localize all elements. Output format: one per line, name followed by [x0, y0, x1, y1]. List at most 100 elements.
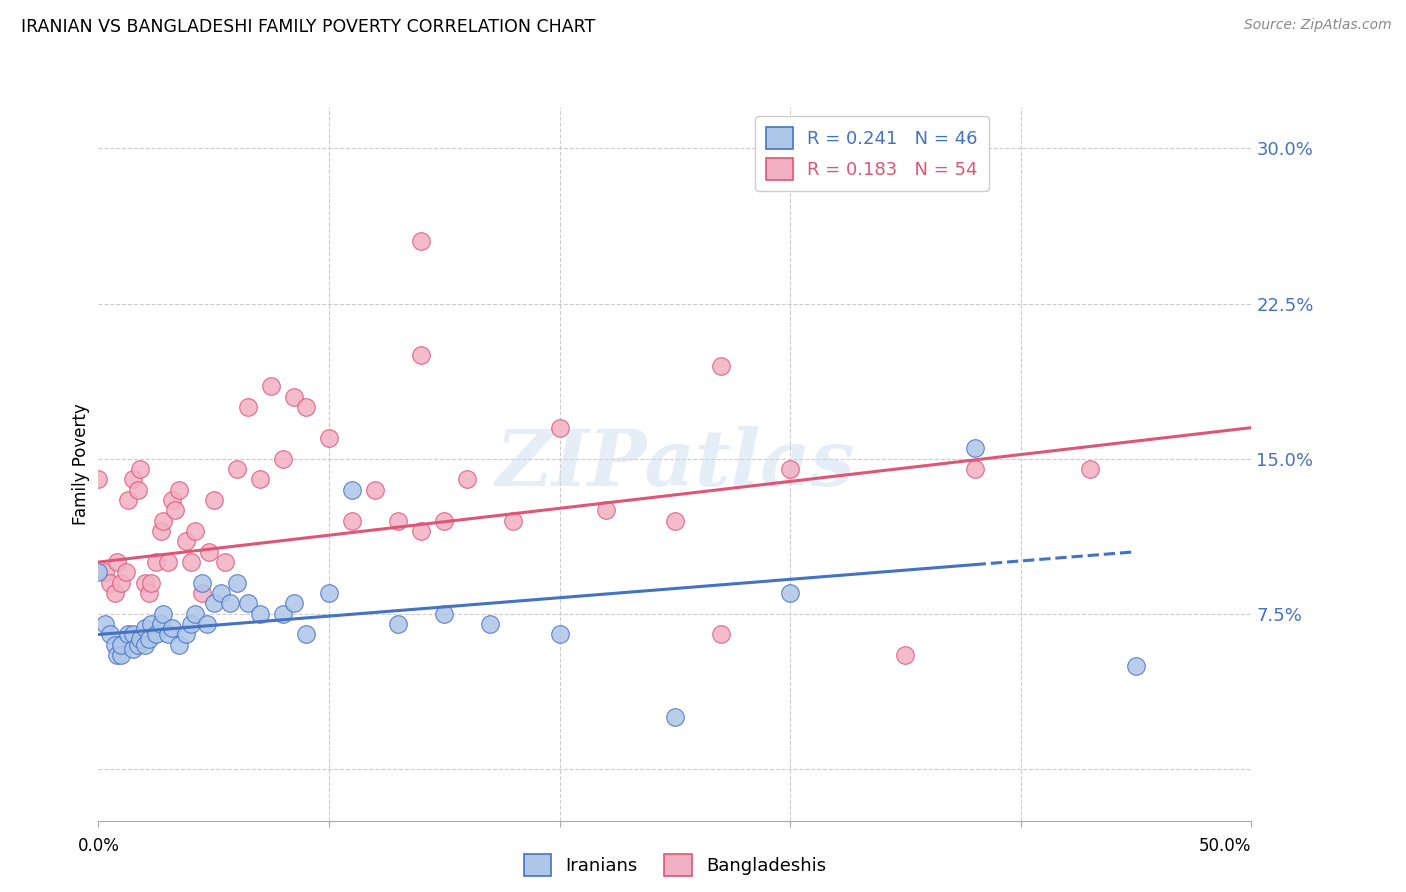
Point [411, 524, 433, 538]
Point [134, 575, 156, 590]
Point [209, 586, 232, 600]
Point [283, 390, 305, 404]
Point [249, 607, 271, 621]
Point [163, 503, 186, 517]
Point [433, 607, 456, 621]
Point [271, 451, 294, 466]
Point [87, 566, 110, 580]
Point [295, 627, 318, 641]
Text: IRANIAN VS BANGLADESHI FAMILY POVERTY CORRELATION CHART: IRANIAN VS BANGLADESHI FAMILY POVERTY CO… [21, 18, 595, 36]
Legend: Iranians, Bangladeshis: Iranians, Bangladeshis [516, 847, 834, 883]
Point [138, 632, 160, 646]
Point [105, 555, 128, 569]
Point [894, 648, 917, 662]
Point [160, 493, 183, 508]
Point [117, 493, 139, 508]
Point [117, 627, 139, 641]
Point [387, 617, 409, 632]
Point [149, 524, 172, 538]
Point [198, 545, 221, 559]
Point [218, 597, 240, 611]
Point [664, 710, 686, 724]
Point [318, 431, 340, 445]
Point [710, 627, 733, 641]
Point [156, 555, 179, 569]
Point [129, 632, 152, 646]
Point [295, 400, 318, 414]
Point [191, 586, 214, 600]
Point [225, 575, 247, 590]
Point [110, 638, 132, 652]
Point [502, 514, 524, 528]
Point [225, 462, 247, 476]
Point [548, 627, 571, 641]
Point [145, 555, 167, 569]
Point [548, 420, 571, 434]
Point [595, 503, 617, 517]
Point [1125, 658, 1147, 673]
Point [411, 235, 433, 249]
Point [145, 627, 167, 641]
Point [122, 472, 145, 486]
Point [134, 621, 156, 635]
Point [184, 607, 207, 621]
Text: 50.0%: 50.0% [1199, 838, 1251, 855]
Point [779, 586, 801, 600]
Point [664, 514, 686, 528]
Point [103, 586, 125, 600]
Point [122, 642, 145, 657]
Point [138, 586, 160, 600]
Point [238, 597, 260, 611]
Point [134, 638, 156, 652]
Point [710, 359, 733, 373]
Point [141, 617, 163, 632]
Point [283, 597, 305, 611]
Point [364, 483, 387, 497]
Point [94, 566, 117, 580]
Point [456, 472, 478, 486]
Point [963, 462, 986, 476]
Point [433, 514, 456, 528]
Point [1078, 462, 1101, 476]
Point [160, 621, 183, 635]
Y-axis label: Family Poverty: Family Poverty [72, 403, 90, 524]
Point [129, 462, 152, 476]
Point [340, 483, 363, 497]
Point [174, 534, 197, 549]
Point [238, 400, 260, 414]
Point [127, 638, 149, 652]
Point [98, 627, 121, 641]
Point [127, 483, 149, 497]
Point [340, 514, 363, 528]
Point [184, 524, 207, 538]
Point [214, 555, 236, 569]
Point [122, 627, 145, 641]
Point [105, 648, 128, 662]
Point [94, 617, 117, 632]
Point [156, 627, 179, 641]
Point [779, 462, 801, 476]
Point [180, 555, 202, 569]
Point [149, 617, 172, 632]
Point [387, 514, 409, 528]
Point [115, 566, 138, 580]
Point [202, 493, 225, 508]
Point [167, 483, 190, 497]
Point [479, 617, 502, 632]
Point [152, 514, 174, 528]
Point [141, 575, 163, 590]
Text: Source: ZipAtlas.com: Source: ZipAtlas.com [1244, 18, 1392, 32]
Point [411, 348, 433, 362]
Point [110, 648, 132, 662]
Point [202, 597, 225, 611]
Point [180, 617, 202, 632]
Point [98, 575, 121, 590]
Text: 0.0%: 0.0% [77, 838, 120, 855]
Point [318, 586, 340, 600]
Point [195, 617, 218, 632]
Point [260, 379, 283, 393]
Point [249, 472, 271, 486]
Point [271, 607, 294, 621]
Point [110, 575, 132, 590]
Point [152, 607, 174, 621]
